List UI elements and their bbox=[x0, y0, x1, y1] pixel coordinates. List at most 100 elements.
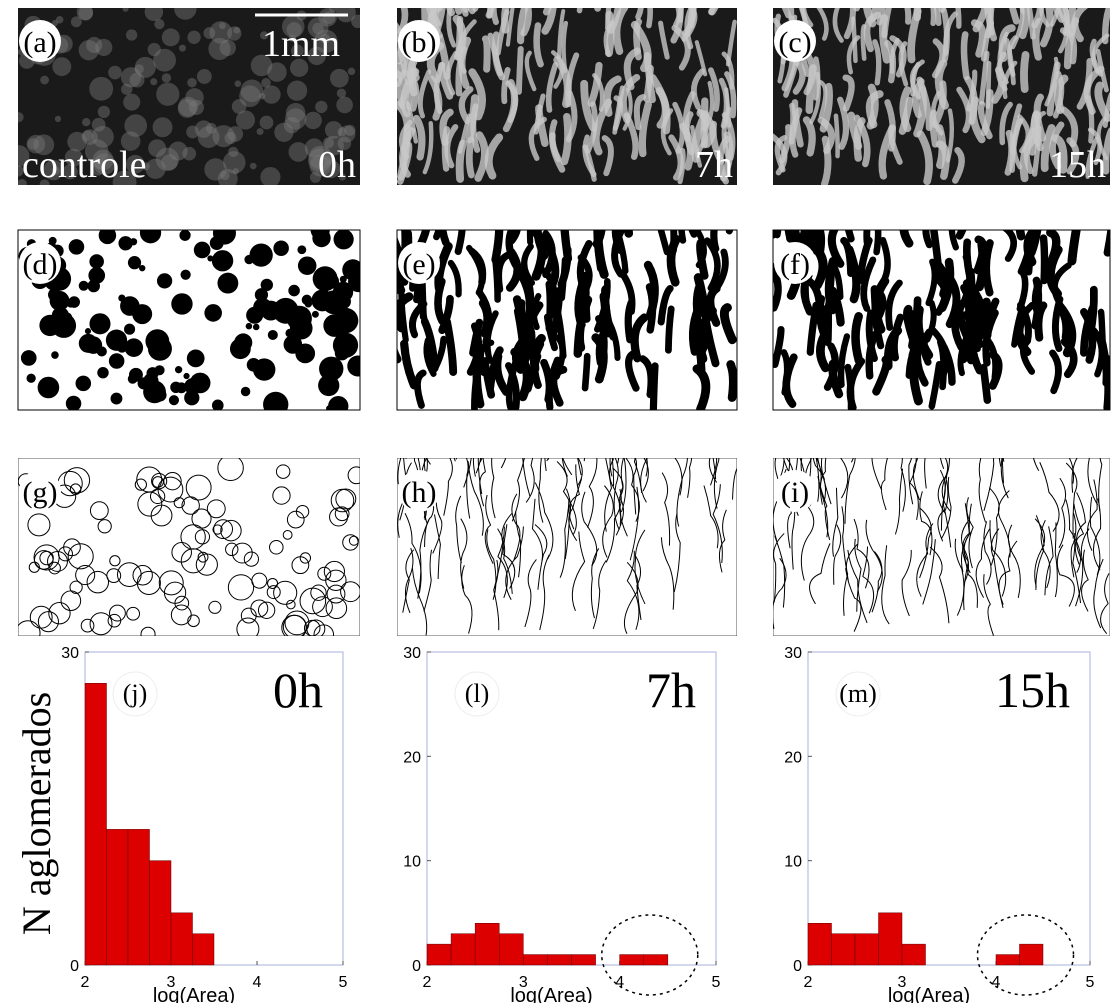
streak bbox=[472, 8, 479, 12]
x-tick-label: 3 bbox=[167, 974, 176, 991]
bar bbox=[192, 933, 215, 966]
speck bbox=[152, 117, 173, 138]
bar bbox=[149, 860, 172, 966]
contour bbox=[901, 549, 912, 617]
speck bbox=[309, 154, 332, 177]
contour bbox=[703, 485, 719, 549]
speck bbox=[209, 21, 233, 44]
blob bbox=[118, 294, 126, 302]
streak bbox=[991, 66, 1006, 104]
streak bbox=[872, 39, 882, 86]
blob bbox=[297, 245, 307, 255]
streak bbox=[956, 86, 972, 134]
stripe bbox=[523, 301, 544, 352]
stripe bbox=[1015, 230, 1026, 241]
speck bbox=[186, 125, 200, 139]
contour bbox=[282, 530, 293, 540]
streak bbox=[1040, 124, 1056, 173]
streak bbox=[468, 68, 486, 121]
streak bbox=[725, 19, 737, 67]
speck bbox=[347, 67, 356, 76]
streak bbox=[1094, 81, 1110, 122]
blob bbox=[211, 250, 234, 272]
time-label: 7h bbox=[646, 662, 696, 718]
contour bbox=[625, 458, 640, 522]
panel-label: (f) bbox=[780, 248, 810, 281]
streak bbox=[929, 109, 939, 148]
speck bbox=[250, 54, 273, 77]
edge-bg bbox=[773, 458, 1110, 636]
blob bbox=[312, 230, 331, 248]
contour bbox=[924, 458, 927, 489]
contour bbox=[1092, 498, 1102, 570]
contour bbox=[676, 458, 689, 527]
stripe bbox=[828, 286, 845, 327]
contour bbox=[132, 565, 153, 586]
stripe bbox=[704, 237, 721, 292]
contour bbox=[126, 606, 141, 621]
contour bbox=[609, 458, 622, 525]
contour bbox=[1093, 558, 1104, 629]
contour bbox=[602, 485, 614, 558]
streak bbox=[1044, 56, 1059, 107]
contour bbox=[29, 605, 53, 629]
contour bbox=[48, 561, 61, 575]
speck bbox=[227, 26, 242, 41]
contour bbox=[460, 518, 468, 589]
contour bbox=[340, 581, 360, 603]
panel-label: (i) bbox=[781, 476, 809, 509]
stripe bbox=[1067, 230, 1081, 266]
blob bbox=[217, 272, 239, 294]
blob bbox=[168, 395, 180, 406]
streak bbox=[952, 146, 965, 184]
speck bbox=[178, 96, 199, 117]
photo-bg bbox=[18, 8, 360, 185]
streak bbox=[843, 8, 856, 40]
speck bbox=[112, 170, 137, 185]
speck bbox=[337, 136, 352, 151]
contour bbox=[642, 458, 649, 492]
streak bbox=[1032, 125, 1042, 177]
speck bbox=[220, 170, 230, 181]
streak bbox=[548, 119, 562, 163]
stripe bbox=[507, 230, 521, 245]
y-tick-label: 30 bbox=[784, 645, 802, 662]
speck bbox=[155, 147, 180, 171]
speck bbox=[177, 98, 197, 118]
contour bbox=[1081, 549, 1089, 612]
contour bbox=[809, 543, 831, 605]
highlight-circle bbox=[601, 914, 699, 996]
bar bbox=[878, 912, 903, 966]
streak bbox=[813, 56, 821, 101]
contour bbox=[240, 607, 257, 624]
bar bbox=[170, 912, 193, 966]
contour bbox=[151, 473, 168, 490]
texture bbox=[397, 230, 737, 410]
contour bbox=[33, 550, 54, 570]
contour bbox=[27, 513, 51, 537]
speck bbox=[228, 146, 239, 158]
contour bbox=[1044, 526, 1054, 596]
blob bbox=[65, 395, 82, 410]
streak bbox=[1010, 8, 1025, 50]
contour bbox=[792, 458, 799, 484]
blob bbox=[304, 299, 313, 308]
contour bbox=[1075, 528, 1090, 607]
speck bbox=[148, 139, 167, 158]
streak bbox=[1019, 8, 1030, 40]
speck bbox=[314, 29, 338, 54]
speck bbox=[168, 141, 188, 161]
bar bbox=[807, 923, 832, 966]
contour bbox=[871, 551, 883, 613]
stripe bbox=[521, 243, 536, 286]
blob bbox=[171, 293, 193, 315]
contour bbox=[404, 512, 422, 594]
stripe bbox=[827, 230, 845, 268]
contour bbox=[587, 458, 598, 528]
stripe bbox=[907, 309, 918, 359]
contour bbox=[774, 458, 781, 484]
contour bbox=[1000, 458, 1009, 499]
stripe bbox=[805, 277, 824, 325]
bar bbox=[547, 954, 572, 966]
contour bbox=[713, 458, 720, 509]
